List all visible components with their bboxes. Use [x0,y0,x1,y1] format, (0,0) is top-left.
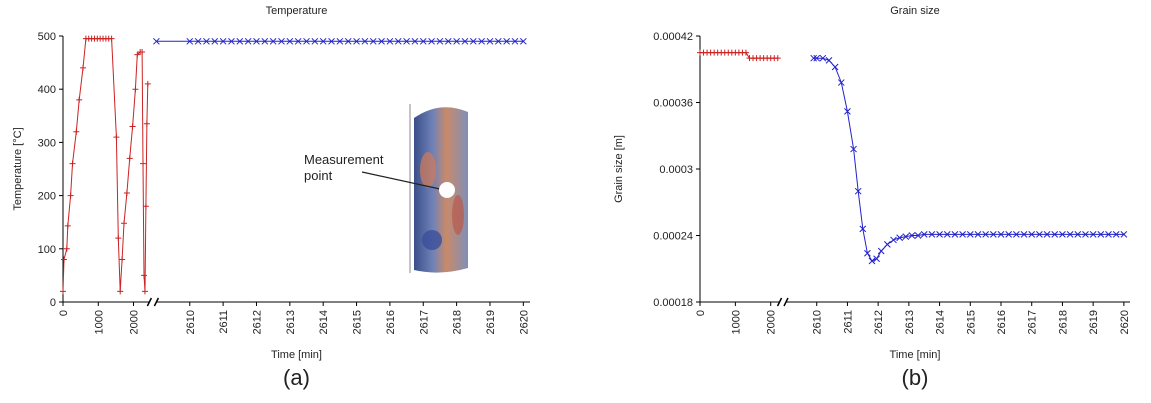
chart-title: Grain size [890,5,940,17]
data-marker [117,288,123,294]
data-marker [61,256,67,262]
data-marker [115,235,121,241]
y-tick-label: 300 [38,137,56,149]
data-marker [80,65,86,71]
data-marker [73,129,79,135]
chart-title: Temperature [266,5,328,17]
x-tick-label: 1000 [93,310,105,334]
y-tick-label: 400 [38,84,56,96]
x-tick-label: 2613 [285,310,297,334]
x-tick-label: 2610 [812,310,824,334]
x-tick-label: 2612 [251,310,263,334]
y-tick-label: 500 [38,31,56,43]
x-tick-label: 2619 [485,310,497,334]
data-marker [145,81,151,87]
x-tick-label: 2611 [218,310,230,334]
y-tick-label: 0.00036 [653,98,693,110]
series-line [63,39,148,292]
x-tick-label: 1000 [730,310,742,334]
x-axis-label: Time [min] [890,349,941,361]
x-tick-label: 2610 [185,310,197,334]
x-tick-label: 2614 [935,310,947,334]
data-marker [70,161,76,167]
figure: Temperature Time [min] Temperature [°C] (a)… [0,0,1151,403]
y-axis-label: Temperature [°C] [12,127,24,210]
data-marker [140,161,146,167]
y-tick-label: 0.00018 [653,297,693,309]
x-tick-label: 2614 [318,310,330,334]
x-tick-label: 2617 [1027,310,1039,334]
y-tick-label: 0 [50,297,56,309]
data-marker [60,288,66,294]
data-marker [743,50,749,56]
x-tick-label: 2620 [1119,310,1131,334]
x-tick-label: 0 [58,310,70,316]
y-tick-label: 0.00024 [653,231,693,243]
x-tick-label: 2611 [842,310,854,334]
data-marker [142,288,148,294]
x-tick-label: 2617 [418,310,430,334]
series-line [814,58,1124,261]
y-tick-label: 0.00042 [653,31,693,43]
x-tick-label: 0 [695,310,707,316]
x-tick-label: 2613 [904,310,916,334]
panel-caption: (a) [283,365,310,390]
inset-image [362,104,468,273]
data-marker [65,223,71,229]
data-marker [109,36,115,42]
page: {"chart_data":[ {"type":"line","title":"… [0,0,1151,403]
data-marker [832,64,838,70]
x-tick-label: 2618 [452,310,464,334]
data-marker [132,86,138,92]
data-marker [76,97,82,103]
x-axis-label: Time [min] [271,349,322,361]
y-tick-label: 100 [38,244,56,256]
y-tick-label: 0.0003 [659,164,693,176]
data-marker [119,256,125,262]
y-tick-label: 200 [38,191,56,203]
panel-caption: (b) [902,365,929,390]
data-marker [68,193,74,199]
annotation: Measurement point [304,152,404,184]
x-tick-label: 2620 [518,310,530,334]
x-tick-label: 2612 [873,310,885,334]
data-marker [64,246,70,252]
data-marker [826,57,832,63]
x-tick-label: 2000 [766,310,778,334]
x-tick-label: 2616 [385,310,397,334]
x-tick-label: 2615 [965,310,977,334]
x-tick-label: 2615 [352,310,364,334]
data-marker [891,237,897,243]
data-marker [121,220,127,226]
data-marker [884,241,890,247]
y-axis-label: Grain size [m] [613,135,625,203]
data-marker [878,248,884,254]
data-marker [130,123,136,129]
data-marker [775,55,781,61]
data-marker [144,121,150,127]
x-tick-label: 2619 [1088,310,1100,334]
data-marker [127,155,133,161]
data-marker [141,272,147,278]
x-tick-label: 2616 [996,310,1008,334]
x-tick-label: 2000 [129,310,141,334]
x-tick-label: 2618 [1057,310,1069,334]
data-marker [124,190,130,196]
data-marker [113,134,119,140]
